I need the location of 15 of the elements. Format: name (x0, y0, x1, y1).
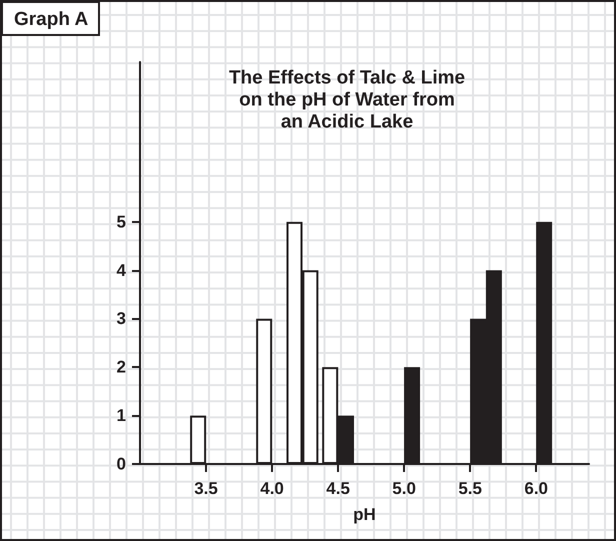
text: The Effects of Talc & Lime on the pH of Water from an Acidic Lake (228, 68, 466, 132)
x-tick-label: 5.5 (458, 479, 482, 498)
y-tick-label: 3 (116, 309, 126, 328)
x-tick-label: 4.5 (326, 479, 350, 498)
x-tick-label: 4.0 (260, 479, 284, 498)
y-tick-label: 5 (116, 212, 126, 232)
x-tick-label: 6.0 (524, 479, 548, 498)
x-tick-label: 3.5 (194, 479, 218, 498)
chart-title: Graph A (14, 9, 89, 30)
y-tick-label: 1 (116, 406, 126, 426)
y-tick-label: 4 (116, 260, 127, 280)
y-tick-label: 0 (116, 454, 126, 474)
x-tick-label: 5.0 (392, 479, 416, 498)
y-tick-label: 2 (116, 358, 126, 377)
x-axis-title: pH (353, 505, 376, 524)
